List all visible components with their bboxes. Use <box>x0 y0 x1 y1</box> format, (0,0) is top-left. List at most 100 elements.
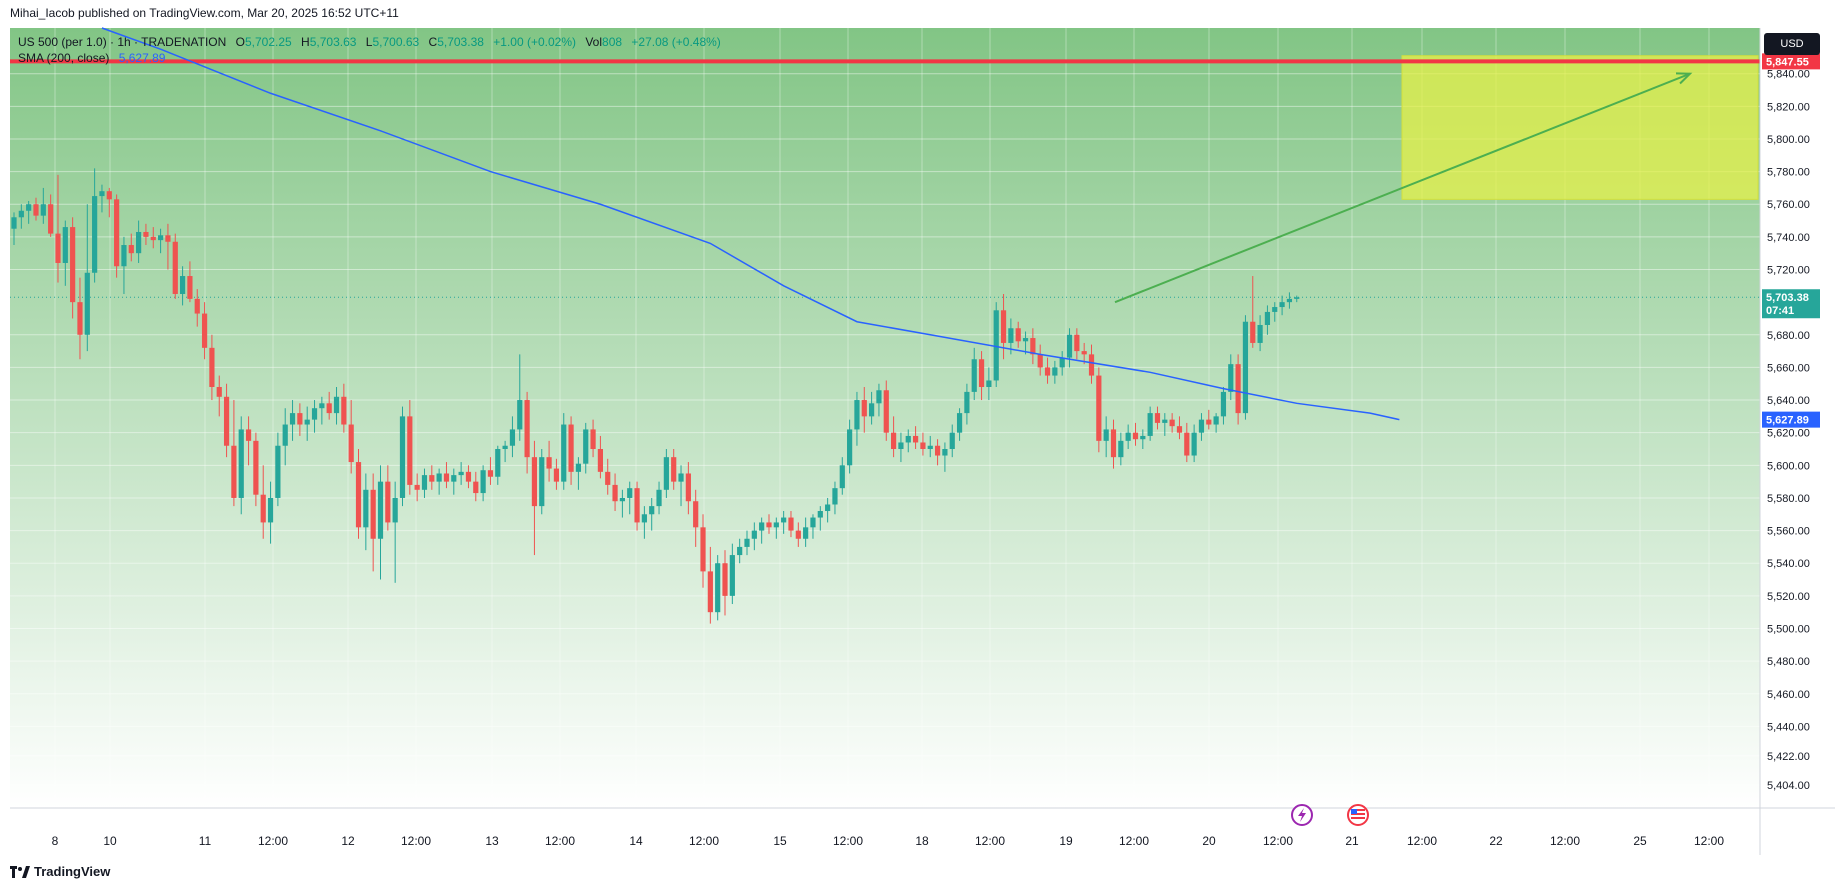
candle <box>737 538 743 564</box>
candle <box>136 220 142 263</box>
candle <box>502 440 508 463</box>
candle <box>803 517 809 547</box>
candle <box>1147 406 1153 441</box>
candle-body <box>1118 440 1124 458</box>
us-flag-event-icon[interactable] <box>1347 804 1369 826</box>
candle <box>1140 429 1146 450</box>
low-value: 5,700.63 <box>372 35 420 49</box>
candle-body <box>1272 307 1278 312</box>
candle-body <box>1103 429 1109 441</box>
symbol-legend[interactable]: US 500 (per 1.0) · 1h · TRADENATION O5,7… <box>18 35 721 49</box>
candle <box>693 489 699 547</box>
y-tick-label: 5,520.00 <box>1767 591 1810 603</box>
candle-body <box>678 473 684 482</box>
candle <box>70 217 76 319</box>
candle <box>1052 360 1058 384</box>
candle <box>546 440 552 482</box>
y-tick-label: 5,500.00 <box>1767 624 1810 636</box>
candle-body <box>605 471 611 485</box>
candle <box>627 481 633 515</box>
candle-body <box>1044 367 1051 376</box>
candle-body <box>48 204 54 234</box>
x-tick-label: 13 <box>485 834 499 848</box>
candle-body <box>121 245 127 267</box>
candle <box>861 386 867 433</box>
candle-body <box>920 442 926 450</box>
candle-body <box>751 530 757 539</box>
candle <box>1213 413 1219 433</box>
candle <box>363 473 369 551</box>
candle-body <box>832 488 838 505</box>
candle-body <box>451 475 457 482</box>
candle <box>905 429 911 453</box>
candle-body <box>1228 364 1234 392</box>
candle-body <box>407 416 413 485</box>
candle <box>106 187 112 218</box>
candle-body <box>253 440 259 495</box>
sma-price-label-bg <box>1762 411 1820 428</box>
candle <box>158 228 164 254</box>
projection-arrow-head <box>1675 72 1693 85</box>
x-tick-label: 12:00 <box>689 834 719 848</box>
candle-body <box>40 204 46 216</box>
candle <box>1088 344 1095 384</box>
candle-body <box>1081 351 1087 355</box>
candle-body <box>869 403 875 417</box>
candle <box>1264 305 1271 335</box>
candle <box>179 266 186 306</box>
candle <box>201 302 208 360</box>
y-tick-label: 5,660.00 <box>1767 362 1810 374</box>
symbol-label: US 500 (per 1.0) · 1h · TRADENATION <box>18 35 227 49</box>
lightning-event-icon[interactable] <box>1291 804 1313 826</box>
y-tick-label: 5,480.00 <box>1767 656 1810 668</box>
candle <box>11 212 17 246</box>
candle-body <box>370 489 376 539</box>
candle-body <box>575 463 582 472</box>
sma-line <box>101 27 1400 421</box>
candle-body <box>553 468 560 482</box>
candle-body <box>861 400 867 417</box>
sma-price-label: 5,627.89 <box>1762 411 1820 428</box>
candle <box>1286 292 1293 309</box>
candle-body <box>949 432 955 450</box>
candle <box>934 439 941 466</box>
candle-body <box>18 210 24 218</box>
candle <box>443 462 450 489</box>
candle-body <box>781 517 787 523</box>
candle <box>663 449 669 498</box>
candle <box>436 468 442 495</box>
candle <box>583 422 589 474</box>
annotation-layer[interactable] <box>10 55 1760 304</box>
candle-body <box>1198 419 1205 433</box>
currency-button[interactable]: USD <box>1764 33 1820 55</box>
candle-body <box>473 481 479 494</box>
candle-body <box>634 488 640 523</box>
sma-legend[interactable]: SMA (200, close) 5,627.89 <box>18 51 165 65</box>
candle-body <box>891 432 897 450</box>
tradingview-logo[interactable]: TradingView <box>10 864 110 879</box>
candle-body <box>971 359 977 392</box>
candle <box>1228 354 1234 401</box>
candle <box>722 550 728 616</box>
candle-body <box>136 231 142 254</box>
y-tick-label: 5,620.00 <box>1767 428 1810 440</box>
x-tick-label: 21 <box>1345 834 1359 848</box>
candle-body <box>70 227 76 303</box>
candle <box>641 506 647 539</box>
candle-body <box>597 449 603 472</box>
candle-body <box>766 522 772 528</box>
y-tick-label: 5,680.00 <box>1767 330 1810 342</box>
candle-body <box>737 546 743 556</box>
candle-body <box>1140 435 1146 440</box>
candle <box>575 457 582 490</box>
candle-body <box>84 272 90 335</box>
high-label: H <box>301 35 310 49</box>
candles-layer <box>11 168 1300 624</box>
candle-body <box>773 522 779 528</box>
candle-body <box>993 310 999 381</box>
candle-body <box>1257 324 1263 343</box>
candle <box>869 391 875 425</box>
candle <box>700 514 706 588</box>
candle <box>187 261 193 303</box>
